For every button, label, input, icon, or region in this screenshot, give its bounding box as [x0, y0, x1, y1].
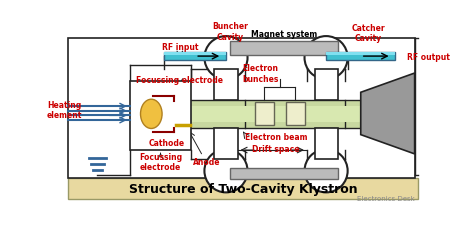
Text: Heating
element: Heating element	[46, 100, 82, 119]
Bar	[214, 128, 237, 159]
Bar	[68, 178, 418, 199]
Bar	[161, 107, 368, 122]
Bar	[286, 103, 304, 126]
Bar	[161, 100, 368, 128]
Circle shape	[304, 37, 347, 80]
Bar	[130, 81, 191, 150]
Ellipse shape	[140, 100, 162, 129]
Text: Anode: Anode	[193, 157, 220, 166]
Bar	[315, 70, 337, 100]
Bar	[230, 168, 337, 179]
Circle shape	[204, 150, 247, 193]
Bar	[326, 53, 395, 56]
Bar	[326, 53, 395, 61]
Circle shape	[204, 37, 247, 80]
Text: Cathode: Cathode	[149, 138, 185, 147]
Text: RF input: RF input	[162, 43, 198, 51]
Polygon shape	[361, 74, 415, 154]
Bar	[230, 42, 337, 55]
Text: Electron beam: Electron beam	[245, 132, 307, 141]
Bar	[164, 53, 226, 56]
Text: RF output: RF output	[407, 52, 450, 61]
Bar	[255, 103, 273, 126]
Text: Focussing electrode: Focussing electrode	[137, 75, 223, 84]
Text: Electronics Desk: Electronics Desk	[357, 195, 415, 201]
Bar	[68, 38, 415, 178]
Bar	[315, 128, 337, 159]
Text: Magnet system: Magnet system	[251, 30, 317, 38]
Text: Focussing
electrode: Focussing electrode	[139, 152, 182, 172]
Text: Structure of Two-Cavity Klystron: Structure of Two-Cavity Klystron	[128, 182, 357, 195]
Text: Buncher
Cavity: Buncher Cavity	[212, 22, 248, 42]
Text: Electron
bunches: Electron bunches	[242, 64, 279, 83]
Text: Catcher
Cavity: Catcher Cavity	[352, 24, 385, 43]
Text: Drift space: Drift space	[252, 144, 300, 153]
Circle shape	[304, 150, 347, 193]
Bar	[164, 53, 226, 61]
Bar	[214, 70, 237, 100]
